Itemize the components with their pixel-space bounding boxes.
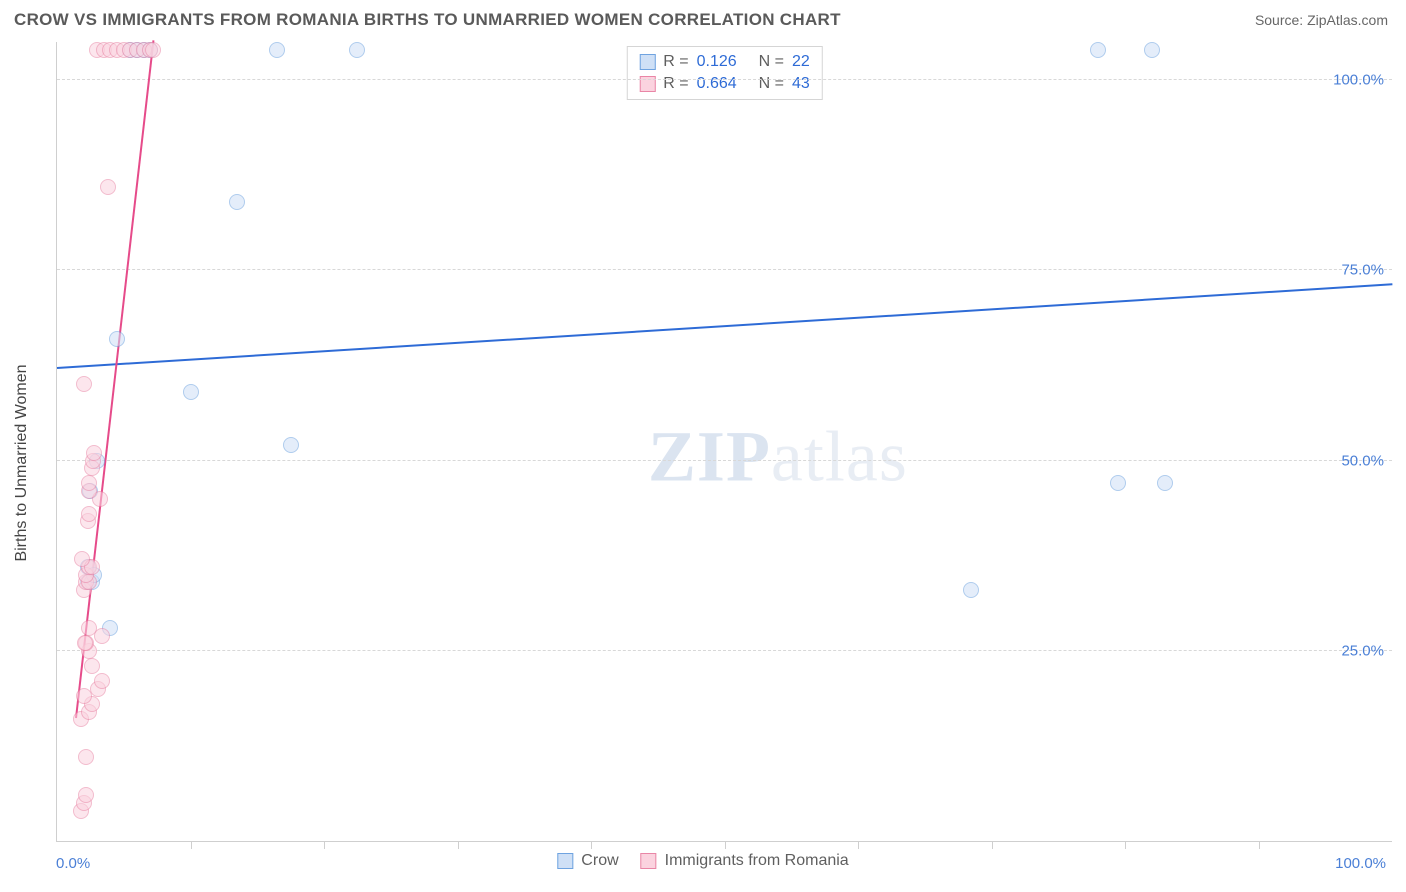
legend-series-label: Crow	[581, 852, 618, 870]
legend-swatch	[641, 853, 657, 869]
legend-series: Crow Immigrants from Romania	[557, 852, 848, 870]
legend-correlation: R = 0.126 N = 22 R = 0.664 N = 43	[626, 46, 822, 100]
plot-area: ZIPatlas R = 0.126 N = 22 R = 0.664 N = 43 25.0…	[56, 42, 1392, 842]
x-axis-max-label: 100.0%	[1335, 855, 1386, 872]
data-point	[963, 582, 979, 598]
gridline	[57, 269, 1392, 270]
source-label: Source: ZipAtlas.com	[1255, 12, 1388, 28]
y-tick-label: 25.0%	[1341, 642, 1384, 659]
data-point	[81, 475, 97, 491]
data-point	[77, 635, 93, 651]
watermark-right: atlas	[771, 417, 908, 497]
legend-series-label: Immigrants from Romania	[665, 852, 849, 870]
legend-series-item: Crow	[557, 852, 618, 870]
data-point	[145, 42, 161, 58]
legend-n-label: N =	[759, 53, 784, 71]
legend-n-label: N =	[759, 75, 784, 93]
trend-line	[57, 284, 1392, 370]
x-tick	[324, 841, 325, 849]
data-point	[283, 437, 299, 453]
legend-row: R = 0.664 N = 43	[639, 73, 809, 95]
x-tick	[992, 841, 993, 849]
legend-r-value: 0.126	[697, 53, 751, 71]
data-point	[78, 787, 94, 803]
data-point	[229, 194, 245, 210]
data-point	[94, 673, 110, 689]
data-point	[84, 658, 100, 674]
gridline	[57, 650, 1392, 651]
chart-container: Births to Unmarried Women ZIPatlas R = 0.…	[14, 42, 1392, 884]
data-point	[76, 688, 92, 704]
data-point	[269, 42, 285, 58]
data-point	[109, 331, 125, 347]
watermark: ZIPatlas	[648, 416, 908, 499]
data-point	[78, 749, 94, 765]
y-tick-label: 50.0%	[1341, 452, 1384, 469]
legend-swatch	[557, 853, 573, 869]
x-tick	[458, 841, 459, 849]
x-axis-min-label: 0.0%	[56, 855, 90, 872]
x-tick	[191, 841, 192, 849]
y-tick-label: 100.0%	[1333, 72, 1384, 89]
y-tick-label: 75.0%	[1341, 262, 1384, 279]
x-tick	[725, 841, 726, 849]
legend-row: R = 0.126 N = 22	[639, 51, 809, 73]
data-point	[100, 179, 116, 195]
data-point	[349, 42, 365, 58]
data-point	[81, 620, 97, 636]
data-point	[76, 376, 92, 392]
legend-n-value: 43	[792, 75, 810, 93]
data-point	[74, 551, 90, 567]
source-prefix: Source:	[1255, 12, 1307, 28]
data-point	[1157, 475, 1173, 491]
data-point	[1144, 42, 1160, 58]
gridline	[57, 79, 1392, 80]
gridline	[57, 460, 1392, 461]
source-name: ZipAtlas.com	[1307, 12, 1388, 28]
watermark-left: ZIP	[648, 417, 771, 497]
data-point	[86, 445, 102, 461]
x-tick	[1125, 841, 1126, 849]
y-axis-title: Births to Unmarried Women	[13, 364, 31, 561]
chart-title: CROW VS IMMIGRANTS FROM ROMANIA BIRTHS T…	[14, 10, 841, 30]
x-tick	[858, 841, 859, 849]
x-tick	[591, 841, 592, 849]
legend-r-label: R =	[663, 53, 688, 71]
data-point	[183, 384, 199, 400]
data-point	[1110, 475, 1126, 491]
data-point	[81, 506, 97, 522]
legend-r-value: 0.664	[697, 75, 751, 93]
legend-swatch	[639, 54, 655, 70]
x-tick	[1259, 841, 1260, 849]
legend-r-label: R =	[663, 75, 688, 93]
data-point	[1090, 42, 1106, 58]
legend-n-value: 22	[792, 53, 810, 71]
legend-series-item: Immigrants from Romania	[641, 852, 849, 870]
